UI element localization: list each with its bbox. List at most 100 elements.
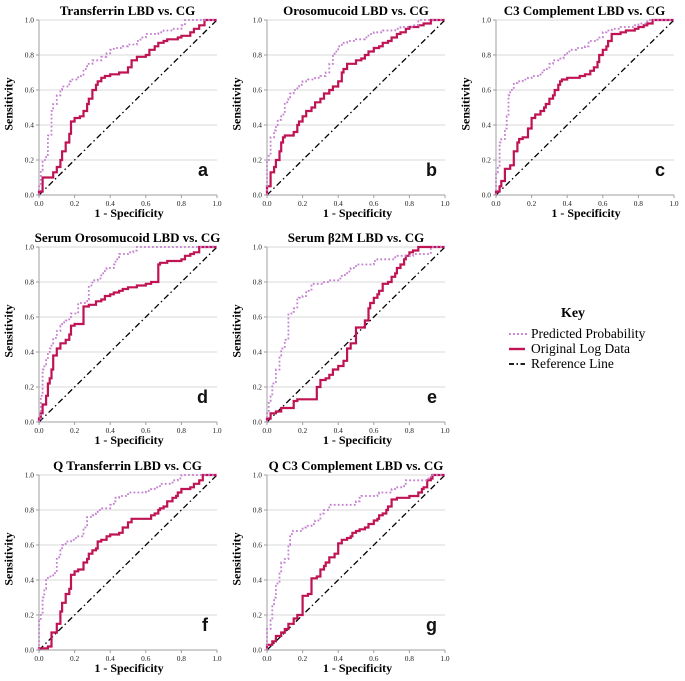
x-tick-label: 0.0 [34, 199, 44, 208]
legend-key: Key Predicted Probability Original Log D… [457, 222, 685, 450]
x-tick-label: 1.0 [440, 654, 450, 663]
y-tick-label: 0.2 [253, 611, 263, 620]
roc-curve-original [265, 473, 445, 650]
panel-d: Serum Orosomucoid LBD vs. CG Sensitivity… [0, 222, 228, 450]
legend-label: Predicted Probability [531, 325, 646, 341]
reference-line [38, 246, 218, 423]
panel-title: C3 Complement LBD vs. CG [503, 3, 666, 18]
roc-plot-f: 0.00.0 0.2 0.2 0.4 0.4 0.6 0.6 0.8 0.8 1.0 1.0 [25, 471, 222, 663]
x-tick-label: 0.4 [106, 654, 116, 663]
x-tick-label: 0.4 [106, 426, 116, 435]
y-tick-label: 0.4 [482, 121, 492, 130]
y-tick-label: 0.2 [25, 611, 35, 620]
roc-curve-predicted [38, 474, 217, 650]
y-tick-label: 0.0 [253, 418, 263, 427]
solid-line-swatch-icon [509, 347, 525, 350]
x-tick-label: 0.6 [141, 426, 151, 435]
y-tick-label: 0.0 [25, 191, 35, 200]
legend-title: Key [560, 306, 586, 321]
x-tick-label: 0.2 [70, 426, 80, 435]
y-tick-label: 1.0 [482, 16, 492, 25]
y-tick-label: 0.0 [253, 191, 263, 200]
x-tick-label: 0.0 [262, 199, 272, 208]
roc-curve-predicted [266, 19, 445, 195]
legend-item-predicted: Predicted Probability [507, 326, 685, 341]
y-tick-label: 0.2 [253, 156, 263, 165]
panel-title: Transferrin LBD vs. CG [59, 3, 196, 18]
y-tick-label: 1.0 [253, 471, 263, 480]
legend-label: Original Log Data [531, 340, 630, 356]
x-axis-label: 1 - Specificity [322, 661, 393, 675]
x-tick-label: 0.6 [141, 654, 151, 663]
y-tick-label: 1.0 [253, 243, 263, 252]
panel-a: Transferrin LBD vs. CG Sensitivity 0.0 0.… [0, 0, 228, 222]
legend-item-original: Original Log Data [507, 341, 685, 356]
y-tick-label: 0.6 [253, 313, 263, 322]
y-tick-label: 0.6 [253, 86, 263, 95]
roc-curve-original [494, 18, 674, 195]
y-tick-label: 0.8 [482, 51, 492, 60]
roc-plot-b: 0.00.0 0.2 0.2 0.4 0.4 0.6 0.6 0.8 0.8 1.0 1.0 [253, 16, 450, 208]
y-tick-label: 0.4 [253, 348, 263, 357]
x-tick-label: 0.6 [369, 426, 379, 435]
x-tick-label: 0.0 [34, 426, 44, 435]
y-tick-label: 0.2 [25, 383, 35, 392]
reference-line [38, 19, 218, 196]
y-tick-label: 1.0 [253, 16, 263, 25]
x-axis-label: 1 - Specificity [322, 206, 393, 220]
panel-title: Serum Orosomucoid LBD vs. CG [34, 230, 221, 245]
legend-label: Reference Line [531, 355, 614, 371]
y-tick-label: 0.8 [253, 278, 263, 287]
x-tick-label: 0.8 [177, 199, 187, 208]
y-tick-label: 0.4 [25, 348, 35, 357]
y-tick-label: 0.8 [25, 51, 35, 60]
panel-letter: g [426, 615, 437, 635]
y-tick-label: 1.0 [25, 243, 35, 252]
legend-item-reference: Reference Line [507, 356, 685, 371]
x-tick-label: 0.8 [177, 426, 187, 435]
roc-curve-original [37, 473, 217, 650]
x-axis-label: 1 - Specificity [322, 433, 393, 447]
panel-e: Serum β2M LBD vs. CG Sensitivity 0.0 0.0 0… [228, 222, 457, 450]
x-tick-label: 0.6 [141, 199, 151, 208]
x-axis-label: 1 - Specificity [94, 661, 164, 675]
roc-curve-predicted [266, 474, 445, 650]
panel-letter: d [197, 387, 208, 407]
panel-b: Orosomucoid LBD vs. CG Sensitivity 0.0 0.… [228, 0, 457, 222]
x-tick-label: 1.0 [212, 654, 222, 663]
reference-line [38, 474, 218, 651]
roc-plot-e: 0.00.0 0.2 0.2 0.4 0.4 0.6 0.6 0.8 0.8 1.0 1.0 [253, 243, 450, 435]
roc-plot-a: 0.00.0 0.2 0.2 0.4 0.4 0.6 0.6 0.8 0.8 1.0 1.0 [25, 16, 222, 208]
panel-letter: a [197, 160, 208, 180]
x-tick-label: 0.4 [334, 199, 344, 208]
y-tick-label: 0.2 [25, 156, 35, 165]
panel-letter: f [202, 615, 208, 635]
x-tick-label: 1.0 [212, 199, 222, 208]
x-tick-label: 0.6 [369, 654, 379, 663]
y-tick-label: 0.6 [482, 86, 492, 95]
x-tick-label: 0.8 [405, 426, 415, 435]
x-tick-label: 0.0 [34, 654, 44, 663]
y-tick-label: 0.8 [25, 278, 35, 287]
x-axis-label: 1 - Specificity [551, 206, 621, 220]
x-tick-label: 0.4 [106, 199, 116, 208]
x-tick-label: 0.8 [405, 654, 415, 663]
x-axis-label: 1 - Specificity [94, 206, 164, 220]
empty-cell [457, 450, 685, 681]
x-tick-label: 1.0 [440, 426, 450, 435]
roc-plot-c: 0.00.0 0.2 0.2 0.4 0.4 0.6 0.6 0.8 0.8 1.0 1.0 [482, 16, 679, 208]
roc-curve-original [265, 245, 445, 422]
roc-curve-predicted [495, 19, 674, 195]
roc-plot-d: 0.00.0 0.2 0.2 0.4 0.4 0.6 0.6 0.8 0.8 1.0 1.0 [25, 243, 222, 435]
y-tick-label: 0.4 [253, 121, 263, 130]
panel-letter: c [654, 160, 665, 180]
x-tick-label: 0.4 [334, 426, 344, 435]
y-tick-label: 0.0 [25, 418, 35, 427]
roc-plot-g: 0.00.0 0.2 0.2 0.4 0.4 0.6 0.6 0.8 0.8 1.0 1.0 [253, 471, 450, 663]
y-tick-label: 0.6 [253, 541, 263, 550]
dotted-line-swatch-icon [509, 332, 528, 335]
panel-f: Q Transferrin LBD vs. CG Sensitivity 0.0… [0, 450, 228, 681]
roc-curve-original [37, 18, 217, 195]
y-tick-label: 0.0 [25, 646, 35, 655]
